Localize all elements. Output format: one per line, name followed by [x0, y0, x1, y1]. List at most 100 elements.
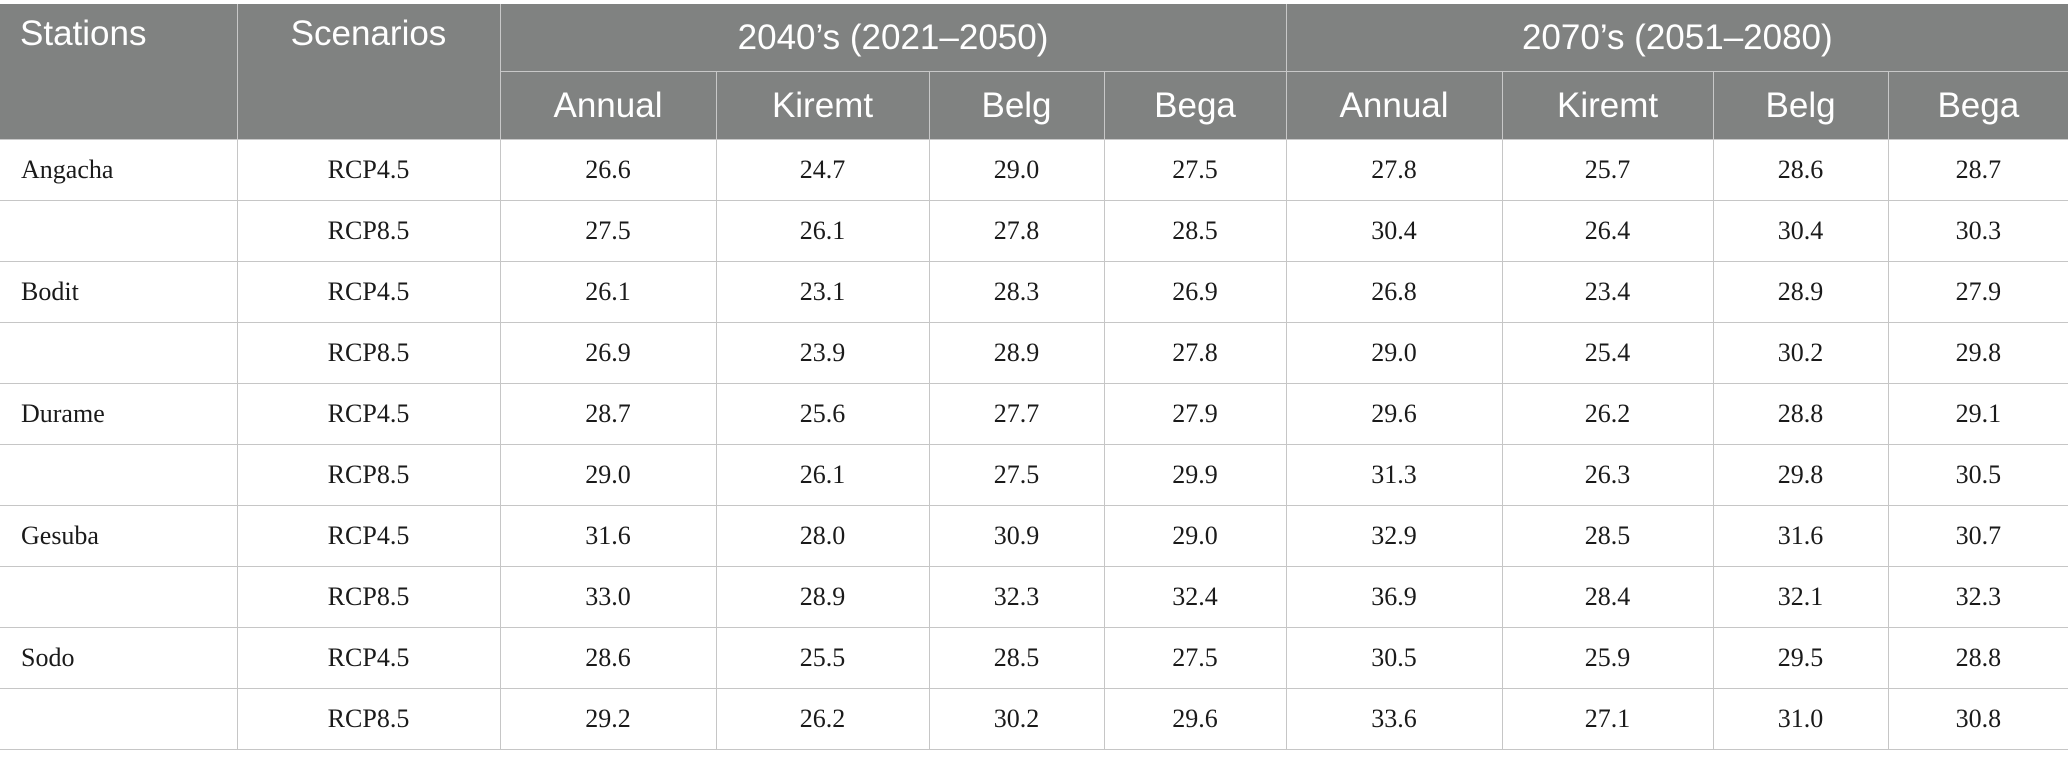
value-cell: 28.6 — [1712, 139, 1889, 201]
value-cell: 28.9 — [715, 566, 930, 628]
value-cell: 27.7 — [928, 383, 1105, 445]
value-cell: 27.8 — [1285, 139, 1503, 201]
value-cell: 33.0 — [499, 566, 717, 628]
station-cell — [0, 200, 238, 262]
value-cell: 28.0 — [715, 505, 930, 567]
station-cell: Angacha — [0, 139, 238, 201]
value-cell: 26.1 — [499, 261, 717, 323]
value-cell: 31.6 — [499, 505, 717, 567]
value-cell: 29.8 — [1887, 322, 2068, 384]
value-cell: 26.9 — [1103, 261, 1287, 323]
header-season: Bega — [1103, 71, 1287, 140]
value-cell: 30.2 — [928, 688, 1105, 750]
value-cell: 30.8 — [1887, 688, 2068, 750]
table-row: RCP8.5 29.2 26.2 30.2 29.6 33.6 27.1 31.0 30.8 — [0, 688, 2068, 750]
table-header: Stations Scenarios 2040’s (2021–2050) 20… — [0, 4, 2068, 140]
value-cell: 27.5 — [1103, 139, 1287, 201]
value-cell: 28.9 — [1712, 261, 1889, 323]
value-cell: 29.5 — [1712, 627, 1889, 689]
value-cell: 25.6 — [715, 383, 930, 445]
value-cell: 28.5 — [1501, 505, 1714, 567]
value-cell: 27.5 — [499, 200, 717, 262]
value-cell: 23.4 — [1501, 261, 1714, 323]
header-season: Annual — [499, 71, 717, 140]
table-row: Bodit RCP4.5 26.1 23.1 28.3 26.9 26.8 23.4 28.9 2… — [0, 261, 2068, 323]
value-cell: 27.9 — [1103, 383, 1287, 445]
value-cell: 31.6 — [1712, 505, 1889, 567]
value-cell: 29.0 — [928, 139, 1105, 201]
value-cell: 33.6 — [1285, 688, 1503, 750]
value-cell: 23.1 — [715, 261, 930, 323]
value-cell: 32.4 — [1103, 566, 1287, 628]
scenario-cell: RCP8.5 — [236, 566, 501, 628]
value-cell: 30.4 — [1712, 200, 1889, 262]
value-cell: 24.7 — [715, 139, 930, 201]
value-cell: 27.8 — [928, 200, 1105, 262]
header-season: Belg — [1712, 71, 1889, 140]
value-cell: 31.0 — [1712, 688, 1889, 750]
header-row-seasons: Annual Kiremt Belg Bega Annual Kiremt Be… — [0, 71, 2068, 140]
station-cell — [0, 322, 238, 384]
scenario-cell: RCP4.5 — [236, 505, 501, 567]
scenario-cell: RCP8.5 — [236, 200, 501, 262]
value-cell: 23.9 — [715, 322, 930, 384]
value-cell: 32.3 — [1887, 566, 2068, 628]
station-cell: Bodit — [0, 261, 238, 323]
scenario-cell: RCP8.5 — [236, 688, 501, 750]
value-cell: 29.6 — [1285, 383, 1503, 445]
value-cell: 28.4 — [1501, 566, 1714, 628]
scenario-cell: RCP4.5 — [236, 383, 501, 445]
scenario-cell: RCP8.5 — [236, 322, 501, 384]
value-cell: 29.8 — [1712, 444, 1889, 506]
value-cell: 27.5 — [1103, 627, 1287, 689]
value-cell: 28.8 — [1887, 627, 2068, 689]
data-table: Stations Scenarios 2040’s (2021–2050) 20… — [0, 4, 2068, 750]
value-cell: 30.9 — [928, 505, 1105, 567]
value-cell: 30.7 — [1887, 505, 2068, 567]
value-cell: 28.6 — [499, 627, 717, 689]
value-cell: 30.3 — [1887, 200, 2068, 262]
value-cell: 29.6 — [1103, 688, 1287, 750]
value-cell: 30.5 — [1887, 444, 2068, 506]
station-cell — [0, 444, 238, 506]
value-cell: 26.8 — [1285, 261, 1503, 323]
table-row: RCP8.5 27.5 26.1 27.8 28.5 30.4 26.4 30.4 30.3 — [0, 200, 2068, 262]
value-cell: 26.1 — [715, 200, 930, 262]
station-cell — [0, 688, 238, 750]
value-cell: 26.3 — [1501, 444, 1714, 506]
value-cell: 26.6 — [499, 139, 717, 201]
scenario-cell: RCP4.5 — [236, 139, 501, 201]
value-cell: 25.9 — [1501, 627, 1714, 689]
header-season: Belg — [928, 71, 1105, 140]
value-cell: 26.4 — [1501, 200, 1714, 262]
value-cell: 29.0 — [1103, 505, 1287, 567]
station-cell: Durame — [0, 383, 238, 445]
value-cell: 32.1 — [1712, 566, 1889, 628]
value-cell: 28.5 — [1103, 200, 1287, 262]
table-row: RCP8.5 33.0 28.9 32.3 32.4 36.9 28.4 32.1 32.3 — [0, 566, 2068, 628]
value-cell: 25.7 — [1501, 139, 1714, 201]
value-cell: 27.8 — [1103, 322, 1287, 384]
value-cell: 32.3 — [928, 566, 1105, 628]
station-cell: Gesuba — [0, 505, 238, 567]
value-cell: 30.2 — [1712, 322, 1889, 384]
scenario-cell: RCP8.5 — [236, 444, 501, 506]
table-row: RCP8.5 29.0 26.1 27.5 29.9 31.3 26.3 29.8 30.5 — [0, 444, 2068, 506]
table-row: Gesuba RCP4.5 31.6 28.0 30.9 29.0 32.9 28.5 31.6… — [0, 505, 2068, 567]
station-cell: Sodo — [0, 627, 238, 689]
header-row-periods: Stations Scenarios 2040’s (2021–2050) 20… — [0, 4, 2068, 140]
value-cell: 28.7 — [1887, 139, 2068, 201]
header-season: Annual — [1285, 71, 1503, 140]
header-period-2040s: 2040’s (2021–2050) — [499, 4, 1287, 72]
value-cell: 30.5 — [1285, 627, 1503, 689]
value-cell: 31.3 — [1285, 444, 1503, 506]
value-cell: 28.3 — [928, 261, 1105, 323]
value-cell: 26.9 — [499, 322, 717, 384]
header-season: Bega — [1887, 71, 2068, 140]
value-cell: 26.2 — [715, 688, 930, 750]
value-cell: 27.5 — [928, 444, 1105, 506]
table-row: Sodo RCP4.5 28.6 25.5 28.5 27.5 30.5 25.9 29.5 28… — [0, 627, 2068, 689]
value-cell: 29.0 — [499, 444, 717, 506]
scenario-cell: RCP4.5 — [236, 261, 501, 323]
value-cell: 28.8 — [1712, 383, 1889, 445]
